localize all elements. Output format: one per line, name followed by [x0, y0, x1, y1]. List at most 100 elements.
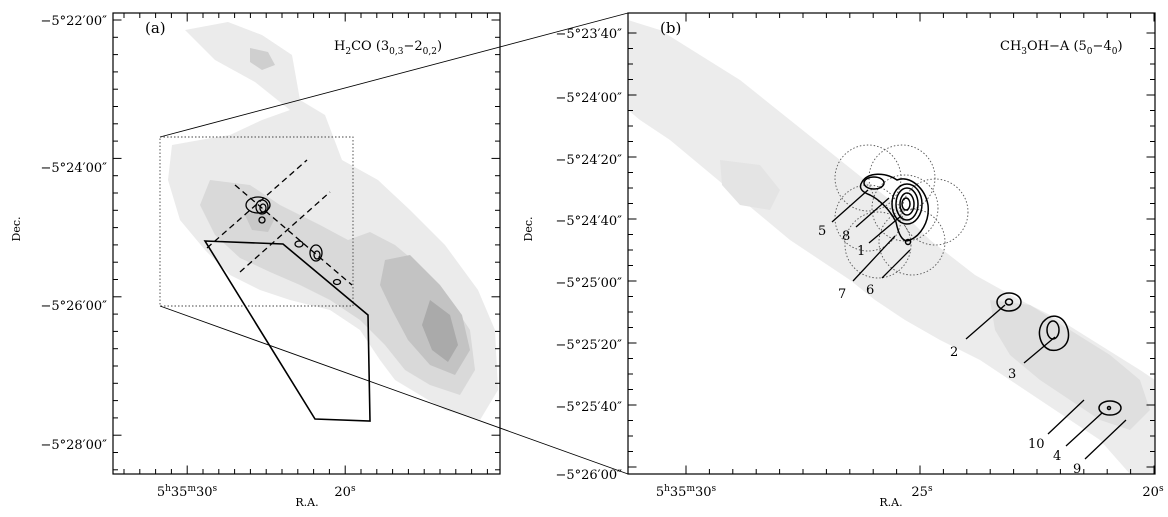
panel-a-y-tick-labels: −5°22′00″ −5°24′00″ −5°26′00″ −5°28′00″ [40, 14, 107, 453]
panel-a-contour-peak-2 [294, 240, 304, 248]
panel-a: (a) H2CO (30,3−20,2) R.A. Dec. 5h35m30s … [10, 12, 501, 509]
panel-b-contour-source-6 [904, 238, 912, 246]
panel-b-contour-main-4 [899, 192, 915, 216]
panel-a-minor-ticks [113, 13, 500, 474]
panel-b-source-label-1: 1 [857, 244, 865, 259]
panel-a-molecule-label: H2CO (30,3−20,2) [334, 39, 442, 57]
panel-a-contour-peak-3-outer [309, 244, 323, 262]
panel-b-y-tick-label-2440: −5°24′40″ [555, 214, 622, 229]
panel-a-y-axis-title: Dec. [10, 217, 23, 242]
panel-a-contour-peak-4 [332, 278, 342, 286]
panel-a-peak-contours [245, 196, 342, 286]
panel-b: 5 8 1 7 6 2 3 10 4 9 (b) CH3OH−A (50−40)… [522, 12, 1164, 509]
panel-a-emission [168, 22, 498, 420]
panel-b-beam-circle-1 [834, 144, 902, 212]
panel-a-cut-line-3 [239, 191, 331, 273]
panel-b-frame [627, 12, 1156, 475]
panel-b-x-axis-title: R.A. [879, 496, 902, 509]
panel-b-emission [628, 20, 1155, 474]
panel-a-contour-main-core [259, 203, 267, 213]
panel-a-emission-level-2 [200, 180, 475, 395]
zoom-connector-bottom [159, 305, 629, 475]
panel-b-beam-circle-4 [901, 178, 969, 246]
panel-b-x-tick-label-30s: 5h35m30s [656, 484, 717, 500]
panel-a-emission-level-4 [422, 300, 458, 362]
panel-b-y-tick-label-2420: −5°24′20″ [555, 153, 622, 168]
panel-a-y-tick-label-2200: −5°22′00″ [40, 14, 107, 29]
panel-a-zoom-box [159, 136, 354, 307]
panel-b-leader-8 [855, 197, 890, 228]
panel-b-leader-5 [831, 189, 869, 223]
panel-b-contour-source-3-outer [1038, 315, 1070, 352]
panel-b-contour-source-2-inner [1004, 298, 1014, 306]
panel-b-y-tick-label-2600: −5°26′00″ [555, 468, 622, 483]
panel-a-y-tick-label-2600: −5°26′00″ [40, 299, 107, 314]
panel-a-tag: (a) [145, 19, 166, 37]
panel-a-contour-main-inner [255, 199, 269, 215]
panel-b-x-tick-label-25s: 25s [911, 484, 933, 500]
panel-b-contour-source-5 [863, 176, 885, 190]
panel-b-x-tick-label-20s: 20s [1142, 484, 1164, 500]
panel-b-contour-source-2-outer [996, 292, 1022, 312]
panel-b-y-tick-labels: −5°23′40″ −5°24′00″ −5°24′20″ −5°24′40″ … [555, 27, 622, 483]
panel-a-cut-lines [206, 159, 353, 286]
panel-b-leader-10 [1047, 399, 1085, 435]
panel-a-emission-level-6 [245, 208, 275, 232]
panel-b-source-label-9: 9 [1073, 462, 1081, 477]
panel-b-contour-main-2 [891, 183, 923, 225]
panel-b-y-tick-label-2400: −5°24′00″ [555, 91, 622, 106]
panel-a-polygon [203, 240, 371, 422]
panel-b-beam-circle-6 [844, 211, 912, 279]
panel-b-leader-4 [1065, 412, 1103, 447]
panel-b-contour-source-9-inner [1106, 405, 1112, 411]
panel-b-emission-level-2 [990, 300, 1150, 430]
panel-b-source-label-5: 5 [818, 224, 826, 239]
panel-b-leader-3 [1023, 336, 1056, 364]
zoom-connectors [159, 12, 629, 475]
panel-a-contour-peak-3-inner [313, 250, 321, 260]
panel-b-source-label-2: 2 [950, 345, 958, 360]
panel-a-x-axis-title: R.A. [295, 496, 318, 509]
panel-a-emission-level-5 [250, 48, 275, 70]
panel-b-beam-circle-2 [868, 144, 936, 212]
panel-b-leader-2 [965, 304, 1006, 340]
panel-b-source-label-7: 7 [838, 287, 846, 302]
panel-b-beam-circle-5 [871, 174, 939, 242]
panel-b-y-tick-label-2520: −5°25′20″ [555, 338, 622, 353]
panel-a-cut-line-1 [234, 184, 353, 286]
panel-b-source-label-4: 4 [1053, 449, 1061, 464]
panel-b-y-tick-label-2500: −5°25′00″ [555, 276, 622, 291]
panel-b-contour-main-3 [895, 187, 919, 221]
panel-a-contour-main-tail [258, 216, 266, 224]
panel-b-x-tick-labels: 5h35m30s 25s 20s [656, 484, 1164, 500]
panel-b-leader-lines [831, 189, 1127, 460]
panel-b-y-tick-label-2340: −5°23′40″ [555, 27, 622, 42]
panel-a-y-tick-label-2400: −5°24′00″ [40, 161, 107, 176]
panel-b-contour-source-9-outer [1098, 400, 1122, 416]
panel-b-leader-9 [1084, 419, 1127, 460]
panel-a-x-tick-labels: 5h35m30s 20s [157, 484, 356, 500]
panel-b-source-label-6: 6 [866, 283, 874, 298]
panel-b-emission-level-1 [628, 20, 1155, 474]
panel-b-y-tick-label-2540: −5°25′40″ [555, 400, 622, 415]
panel-b-source-label-10: 10 [1028, 437, 1045, 452]
panel-a-x-tick-label-30s: 5h35m30s [157, 484, 218, 500]
panel-b-molecule-label: CH3OH−A (50−40) [1000, 39, 1123, 57]
panel-b-y-axis-title: Dec. [522, 217, 535, 242]
panel-a-cut-line-2 [206, 159, 308, 249]
panel-b-contour-main-5 [901, 197, 911, 211]
panel-b-source-label-3: 3 [1008, 367, 1016, 382]
panel-b-minor-ticks [628, 13, 1155, 474]
panel-b-source-label-8: 8 [842, 229, 850, 244]
panel-b-source-labels: 5 8 1 7 6 2 3 10 4 9 [818, 224, 1081, 477]
zoom-connector-top [159, 12, 629, 138]
panel-b-tag: (b) [660, 19, 681, 37]
panel-a-x-tick-label-20s: 20s [334, 484, 356, 500]
panel-b-leader-1 [868, 215, 902, 244]
panel-b-emission-level-3 [720, 160, 780, 210]
panel-b-leader-6 [881, 249, 911, 279]
panel-a-y-tick-label-2800: −5°28′00″ [40, 438, 107, 453]
panel-b-leader-7 [852, 235, 896, 282]
